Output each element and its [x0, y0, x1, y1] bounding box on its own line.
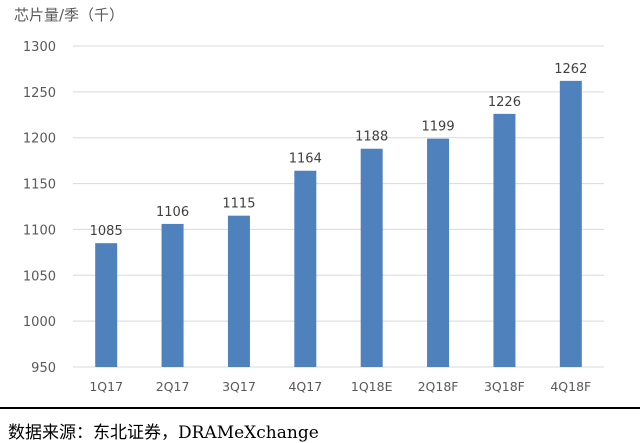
bar — [493, 113, 516, 368]
x-tick-label: 2Q17 — [156, 379, 190, 394]
data-label: 1085 — [90, 224, 123, 239]
y-tick-label: 1150 — [23, 178, 56, 193]
x-tick-label: 3Q17 — [222, 379, 256, 394]
y-tick-label: 950 — [31, 361, 56, 376]
x-tick-label: 4Q17 — [288, 379, 322, 394]
x-tick-label: 1Q18E — [351, 379, 393, 394]
bar — [427, 138, 450, 367]
data-label: 1188 — [355, 130, 388, 145]
bar — [559, 80, 582, 367]
x-tick-label: 1Q17 — [89, 379, 123, 394]
y-tick-label: 1250 — [23, 86, 56, 101]
source-note: 数据来源：东北证券，DRAMeXchange — [8, 423, 319, 443]
y-tick-label: 1000 — [23, 315, 56, 330]
x-tick-label: 2Q18F — [418, 379, 459, 394]
y-tick-label: 1300 — [23, 40, 56, 55]
bar — [95, 243, 118, 367]
data-label: 1115 — [222, 197, 255, 212]
chart-title: 芯片量/季（千） — [14, 6, 125, 24]
y-tick-label: 1200 — [23, 132, 56, 147]
data-label: 1226 — [488, 95, 521, 110]
data-label: 1262 — [554, 62, 587, 77]
y-tick-label: 1100 — [23, 223, 56, 238]
bar — [294, 170, 317, 367]
data-label: 1199 — [422, 120, 455, 135]
x-tick-label: 4Q18F — [550, 379, 591, 394]
divider — [0, 407, 640, 409]
bar — [227, 215, 250, 367]
data-label: 1164 — [289, 152, 322, 167]
data-label: 1106 — [156, 205, 189, 220]
y-tick-label: 1050 — [23, 269, 56, 284]
x-tick-label: 3Q18F — [484, 379, 525, 394]
bar — [360, 148, 383, 367]
bar — [161, 223, 184, 367]
bar-chart: 950 1000 1050 1100 1150 1200 1250 1300 1085 1Q17 1… — [23, 40, 604, 394]
